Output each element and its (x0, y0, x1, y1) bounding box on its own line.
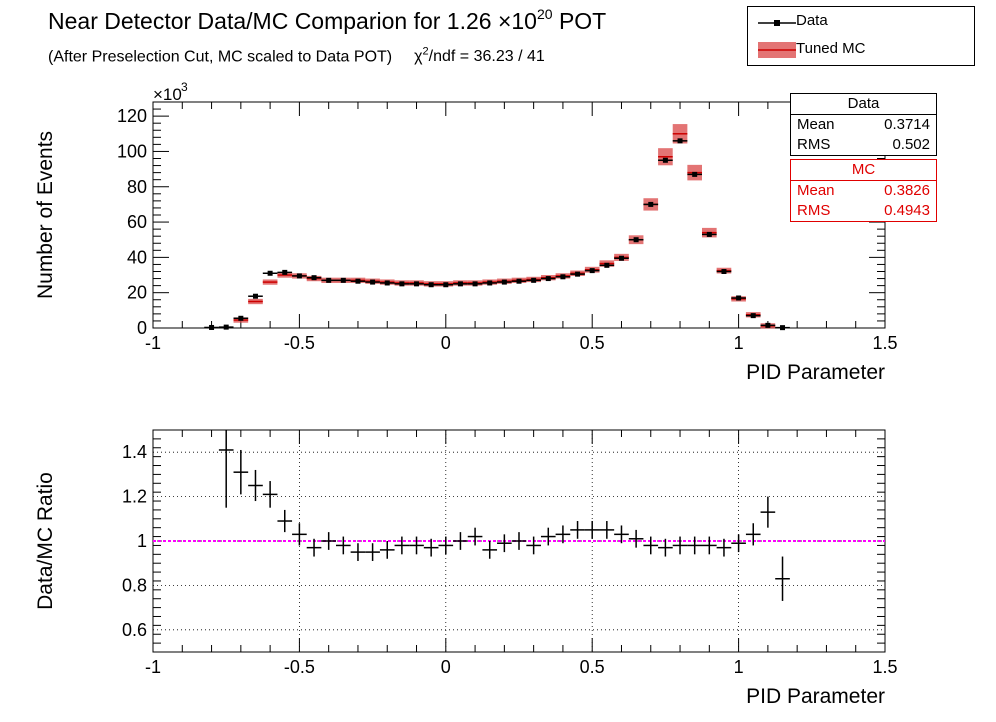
mc-mean-value: 0.3826 (884, 182, 930, 199)
data-rms-value: 0.502 (892, 136, 930, 153)
data-point-9 (340, 277, 346, 283)
bottom-ylabel: Data/MC Ratio (34, 472, 57, 610)
data-point-27 (604, 262, 610, 268)
chart-subtitle: (After Preselection Cut, MC scaled to Da… (48, 46, 545, 66)
top-ytick-label-2: 40 (127, 247, 147, 267)
top-panel: -1 -0.5 0 0.5 1 1.5 0 20 40 60 80 100 120 PID Paramet… (34, 80, 898, 384)
data-point-6 (296, 273, 302, 279)
data-point-1 (223, 324, 229, 330)
top-frame (152, 101, 886, 329)
data-point-2 (238, 315, 244, 321)
data-point-35 (721, 269, 727, 274)
bottom-xtick-label-2: 0 (441, 657, 451, 677)
legend-mc-label: Tuned MC (796, 40, 866, 57)
data-point-30 (648, 201, 654, 207)
data-point-39 (780, 325, 786, 331)
legend-data-label: Data (796, 12, 828, 29)
data-point-3 (252, 293, 258, 299)
data-point-0 (209, 324, 215, 330)
mc-stats-title: MC (791, 160, 936, 181)
data-point-24 (560, 274, 566, 280)
data-mean-label: Mean (797, 116, 835, 133)
data-point-4 (267, 270, 273, 276)
data-point-28 (618, 255, 624, 261)
bottom-ytick-label-1: 0.8 (122, 575, 147, 595)
top-ytick-label-0: 0 (137, 318, 147, 338)
mc-stats-box: MC Mean 0.3826 RMS 0.4943 (790, 159, 937, 222)
legend-entry-mc: Tuned MC (748, 37, 974, 63)
legend: Data Tuned MC (747, 6, 975, 66)
data-point-23 (545, 276, 551, 282)
bottom-xtick-label-1: -0.5 (284, 657, 315, 677)
data-point-17 (457, 281, 463, 287)
top-xtick-label-3: 0.5 (580, 333, 605, 353)
top-ytick-label-3: 60 (127, 212, 147, 232)
data-point-16 (443, 282, 449, 288)
data-point-13 (399, 281, 405, 287)
data-point-29 (633, 237, 639, 243)
data-point-34 (706, 231, 712, 237)
data-point-22 (531, 277, 537, 283)
data-stats-title: Data (791, 94, 936, 115)
data-point-21 (516, 278, 522, 284)
top-ylabel: Number of Events (34, 131, 57, 299)
data-point-8 (326, 277, 332, 283)
data-stats-box: Data Mean 0.3714 RMS 0.502 (790, 93, 937, 156)
data-point-11 (370, 279, 376, 285)
chart-title: Near Detector Data/MC Comparion for 1.26… (48, 6, 607, 34)
top-xtick-label-2: 0 (441, 333, 451, 353)
top-xtick-label-5: 1.5 (872, 333, 897, 353)
data-point-36 (736, 295, 742, 301)
top-xtick-label-0: -1 (145, 333, 161, 353)
bottom-panel: -1 -0.5 0 0.5 1 1.5 0.6 0.8 1 1.2 1.4 PID Parameter… (34, 429, 898, 708)
top-y-multiplier-exp: 3 (181, 80, 188, 94)
data-point-25 (575, 271, 581, 277)
data-point-20 (501, 279, 507, 285)
top-y-multiplier: ×10 (153, 85, 182, 104)
data-point-15 (428, 282, 434, 288)
top-xtick-label-1: -0.5 (284, 333, 315, 353)
bottom-ytick-label-0: 0.6 (122, 620, 147, 640)
data-mean-value: 0.3714 (884, 116, 930, 133)
data-point-18 (472, 281, 478, 287)
data-point-7 (311, 275, 317, 281)
data-point-19 (487, 280, 493, 286)
data-point-5 (282, 269, 288, 275)
data-point-37 (750, 313, 756, 319)
top-xlabel: PID Parameter (746, 361, 885, 384)
data-point-32 (677, 138, 683, 144)
legend-entry-data: Data (748, 9, 974, 35)
data-point-31 (662, 157, 668, 163)
top-ytick-label-1: 20 (127, 283, 147, 303)
top-ytick-label-6: 120 (117, 106, 147, 126)
data-point-12 (384, 280, 390, 286)
data-point-33 (692, 171, 698, 177)
bottom-ytick-label-3: 1.2 (122, 487, 147, 507)
legend-data-marker (758, 20, 796, 26)
bottom-xlabel: PID Parameter (746, 685, 885, 708)
legend-mc-marker (758, 42, 796, 58)
data-point-10 (355, 278, 361, 284)
bottom-ytick-label-4: 1.4 (122, 442, 147, 462)
data-point-14 (414, 281, 420, 287)
bottom-ytick-label-2: 1 (137, 531, 147, 551)
data-point-38 (765, 322, 771, 328)
mc-rms-label: RMS (797, 202, 831, 219)
bottom-xtick-label-3: 0.5 (580, 657, 605, 677)
bottom-xtick-label-0: -1 (145, 657, 161, 677)
top-ytick-label-4: 80 (127, 177, 147, 197)
top-ytick-label-5: 100 (117, 141, 147, 161)
bottom-xtick-label-4: 1 (734, 657, 744, 677)
mc-rms-value: 0.4943 (884, 202, 930, 219)
data-point-26 (589, 268, 595, 274)
bottom-xtick-label-5: 1.5 (872, 657, 897, 677)
data-rms-label: RMS (797, 136, 831, 153)
top-xtick-label-4: 1 (734, 333, 744, 353)
mc-mean-label: Mean (797, 182, 835, 199)
